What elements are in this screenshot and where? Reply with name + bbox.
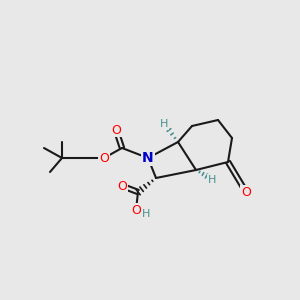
Text: O: O (241, 185, 251, 199)
Text: O: O (117, 179, 127, 193)
Text: O: O (99, 152, 109, 164)
Text: O: O (111, 124, 121, 136)
Text: H: H (208, 175, 216, 185)
Text: N: N (142, 151, 154, 165)
Text: O: O (131, 203, 141, 217)
Text: H: H (160, 119, 168, 129)
Text: H: H (142, 209, 150, 219)
